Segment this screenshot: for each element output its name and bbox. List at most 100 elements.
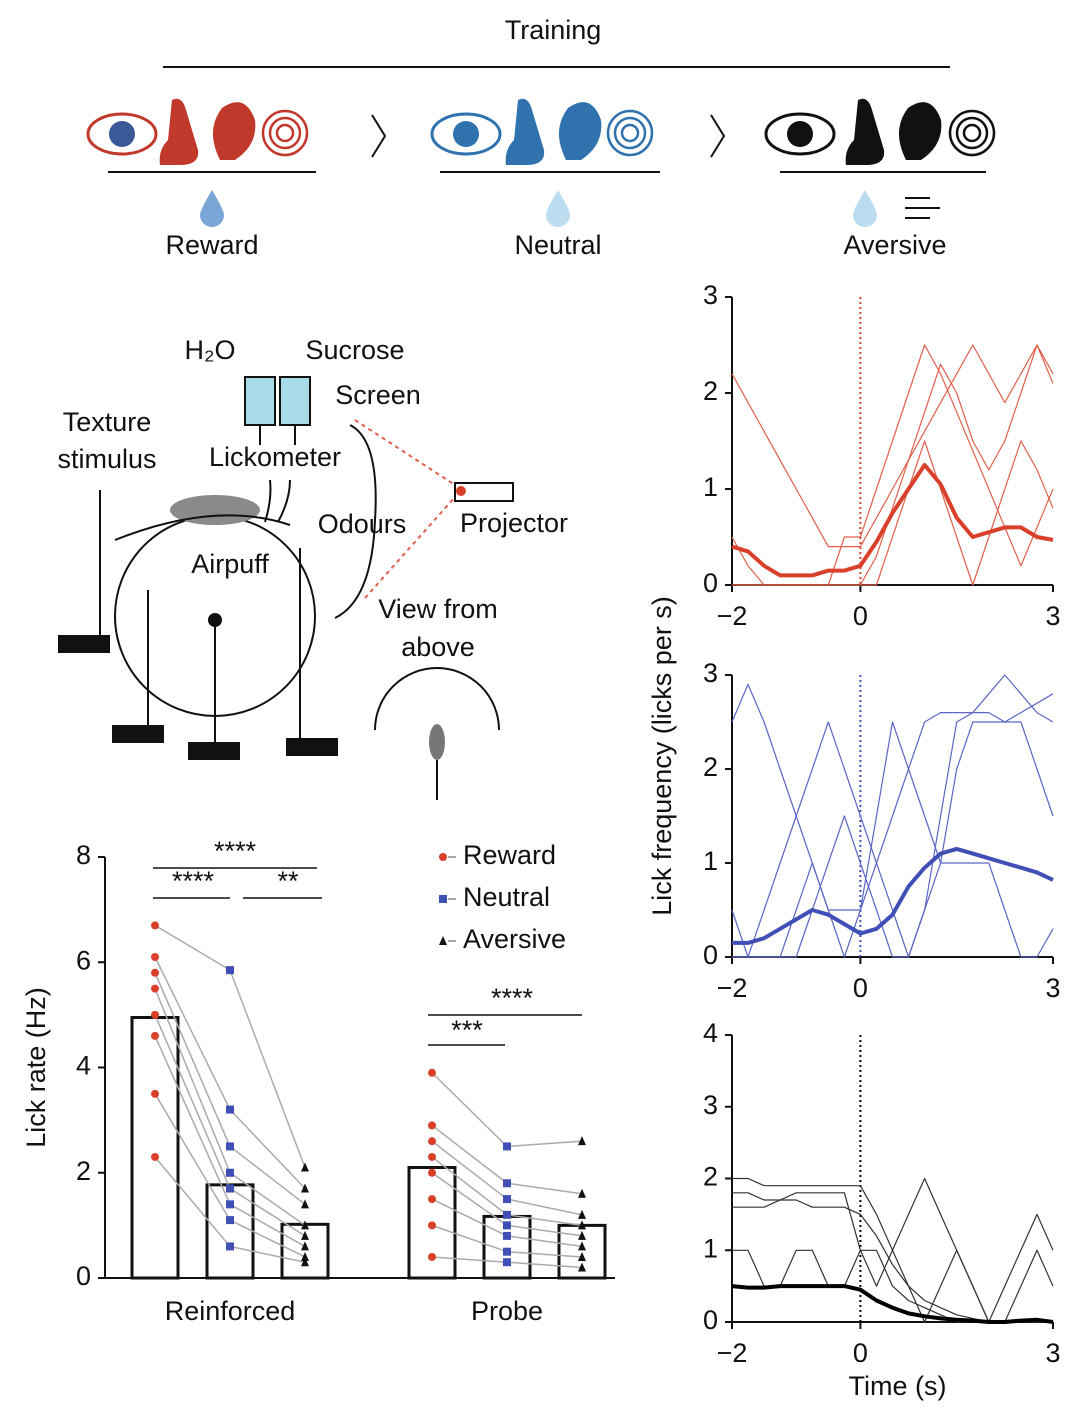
trace [731,674,1054,911]
point [428,1168,436,1177]
y-tick-label: 2 [76,1156,91,1186]
label: View from [378,594,498,624]
bar [130,1016,180,1280]
point [578,1220,586,1230]
reward-icons [86,98,309,165]
point [428,1068,436,1077]
point [226,1200,234,1209]
point [503,1142,511,1151]
pair-line [229,1172,306,1226]
pair-line [154,988,231,1174]
pair-line [229,1109,306,1190]
trace [732,846,1054,945]
point [503,1247,511,1256]
point [578,1230,586,1240]
trace [732,1199,1053,1323]
point [301,1257,309,1267]
point [578,1136,586,1146]
label: Sucrose [305,335,404,365]
pair-line [506,1214,583,1227]
point [428,1195,436,1204]
label: H₂O [185,335,236,365]
pair-line [154,1093,231,1221]
point [439,936,447,945]
y-tick-label: 0 [703,1305,718,1335]
point [428,1137,436,1146]
y-tick-label: 1 [703,472,718,502]
y-tick-label: 8 [76,840,91,870]
significance: **** [172,866,215,896]
point [151,968,159,977]
point [578,1251,586,1261]
point [428,1221,436,1230]
pair-line [154,972,231,1147]
point [301,1162,309,1172]
point [428,1152,436,1161]
x-tick-label: 0 [853,601,868,631]
point [226,1184,234,1193]
point [226,1242,234,1251]
pair-line [229,1145,306,1205]
point [503,1258,511,1267]
y-tick-label: 3 [703,280,718,310]
point [151,1010,159,1019]
legend-label: Aversive [463,924,566,954]
legend-label: Reward [463,840,556,870]
significance: **** [491,983,534,1013]
y-tick-label: 0 [703,940,718,970]
point [151,984,159,993]
label: above [401,632,475,662]
x-tick-label: 3 [1045,1338,1060,1368]
y-tick-label: 2 [703,376,718,406]
pair-line [506,1198,583,1216]
aversive-icons [764,98,996,165]
water-drop [853,190,877,227]
y-tick-label: 0 [76,1261,91,1291]
y-axis-label: Lick frequency (licks per s) [647,596,677,916]
point [428,1121,436,1130]
bar [407,1165,457,1280]
point [578,1241,586,1251]
pair-line [431,1198,508,1237]
water-drop [546,190,570,227]
point [439,895,447,903]
trace [732,344,1054,586]
y-tick-label: 3 [703,658,718,688]
label: Neutral [514,230,601,260]
x-tick-label: −2 [717,973,748,1003]
label: Screen [335,380,421,410]
label: Lickometer [209,442,341,472]
pair-line [431,1224,508,1253]
point [503,1221,511,1230]
y-tick-label: 3 [703,1090,718,1120]
pair-line [229,1245,306,1263]
point [301,1230,309,1240]
point [578,1262,586,1272]
point [503,1210,511,1219]
trace [732,721,1054,958]
neutral-icons [430,98,654,165]
label: stimulus [57,444,156,474]
trace [731,344,1054,548]
pair-line [431,1072,508,1147]
point [439,853,447,861]
chevron [371,114,387,158]
point [301,1220,309,1230]
pair-line [506,1182,583,1195]
pair-line [431,1140,508,1200]
pair-line [506,1224,583,1237]
label: Odours [318,509,407,539]
y-tick-label: 4 [703,1018,718,1048]
x-tick-label: Reinforced [165,1296,296,1326]
x-tick-label: 0 [853,1338,868,1368]
pair-line [154,1014,231,1189]
point [578,1188,586,1198]
pair-line [154,1156,231,1247]
pair-line [229,1203,306,1248]
pair-line [229,1219,306,1258]
point [428,1252,436,1261]
x-tick-label: Probe [471,1296,543,1326]
point [503,1195,511,1204]
